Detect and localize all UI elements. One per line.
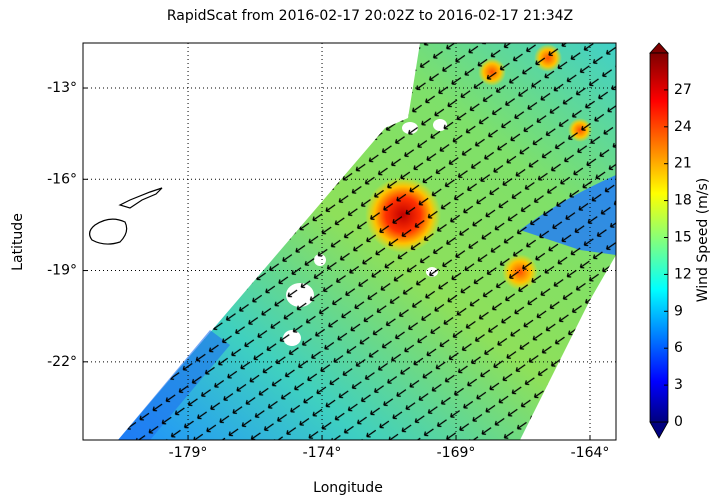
plot-frame [82,42,617,441]
colorbar-tick-label: 15 [674,230,692,246]
x-tick-label: -174° [303,445,342,461]
y-tick-label: -22° [47,354,77,370]
x-tick-label: -164° [571,445,610,461]
colorbar-tick-label: 9 [674,303,683,319]
wind-field [89,43,616,440]
colorbar-tick-label: 3 [674,377,683,393]
y-tick-label: -19° [47,263,77,279]
colorbar-extend-bottom [649,421,669,439]
x-tick-label: -179° [169,445,208,461]
colorbar-tick-label: 27 [674,82,692,98]
chart-title: RapidScat from 2016-02-17 20:02Z to 2016… [167,8,573,24]
y-tick-label: -13° [47,80,77,96]
colorbar-tick-label: 24 [674,119,692,135]
colorbar-tick-label: 21 [674,156,692,172]
y-axis-label: Latitude [10,213,26,271]
colorbar-tick-label: 0 [674,414,683,430]
colorbar-tick-label: 6 [674,340,683,356]
colorbar-label: Wind Speed (m/s) [695,178,711,303]
x-tick-label: -169° [437,445,476,461]
y-tick-label: -16° [47,171,77,187]
x-axis-label: Longitude [313,480,383,496]
colorbar-extend-top [649,42,669,54]
colorbar-tick-label: 18 [674,193,692,209]
colorbar-tick-label: 12 [674,266,692,282]
